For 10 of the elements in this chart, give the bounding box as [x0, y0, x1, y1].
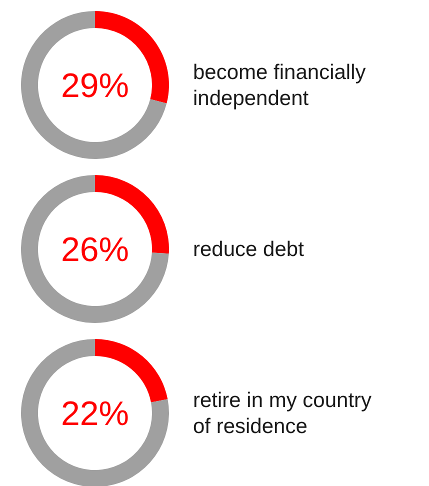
text: become financially independent: [193, 61, 366, 110]
donut-slice: [21, 175, 169, 323]
text: reduce debt: [193, 238, 304, 261]
donut-slice: [21, 339, 169, 486]
text: retire in my country of residence: [193, 389, 372, 438]
text: 29%: [60, 67, 130, 105]
donut-slice: [95, 339, 168, 402]
text: 22%: [60, 395, 130, 433]
donut-slice: [21, 11, 167, 159]
text: 26%: [60, 231, 130, 269]
